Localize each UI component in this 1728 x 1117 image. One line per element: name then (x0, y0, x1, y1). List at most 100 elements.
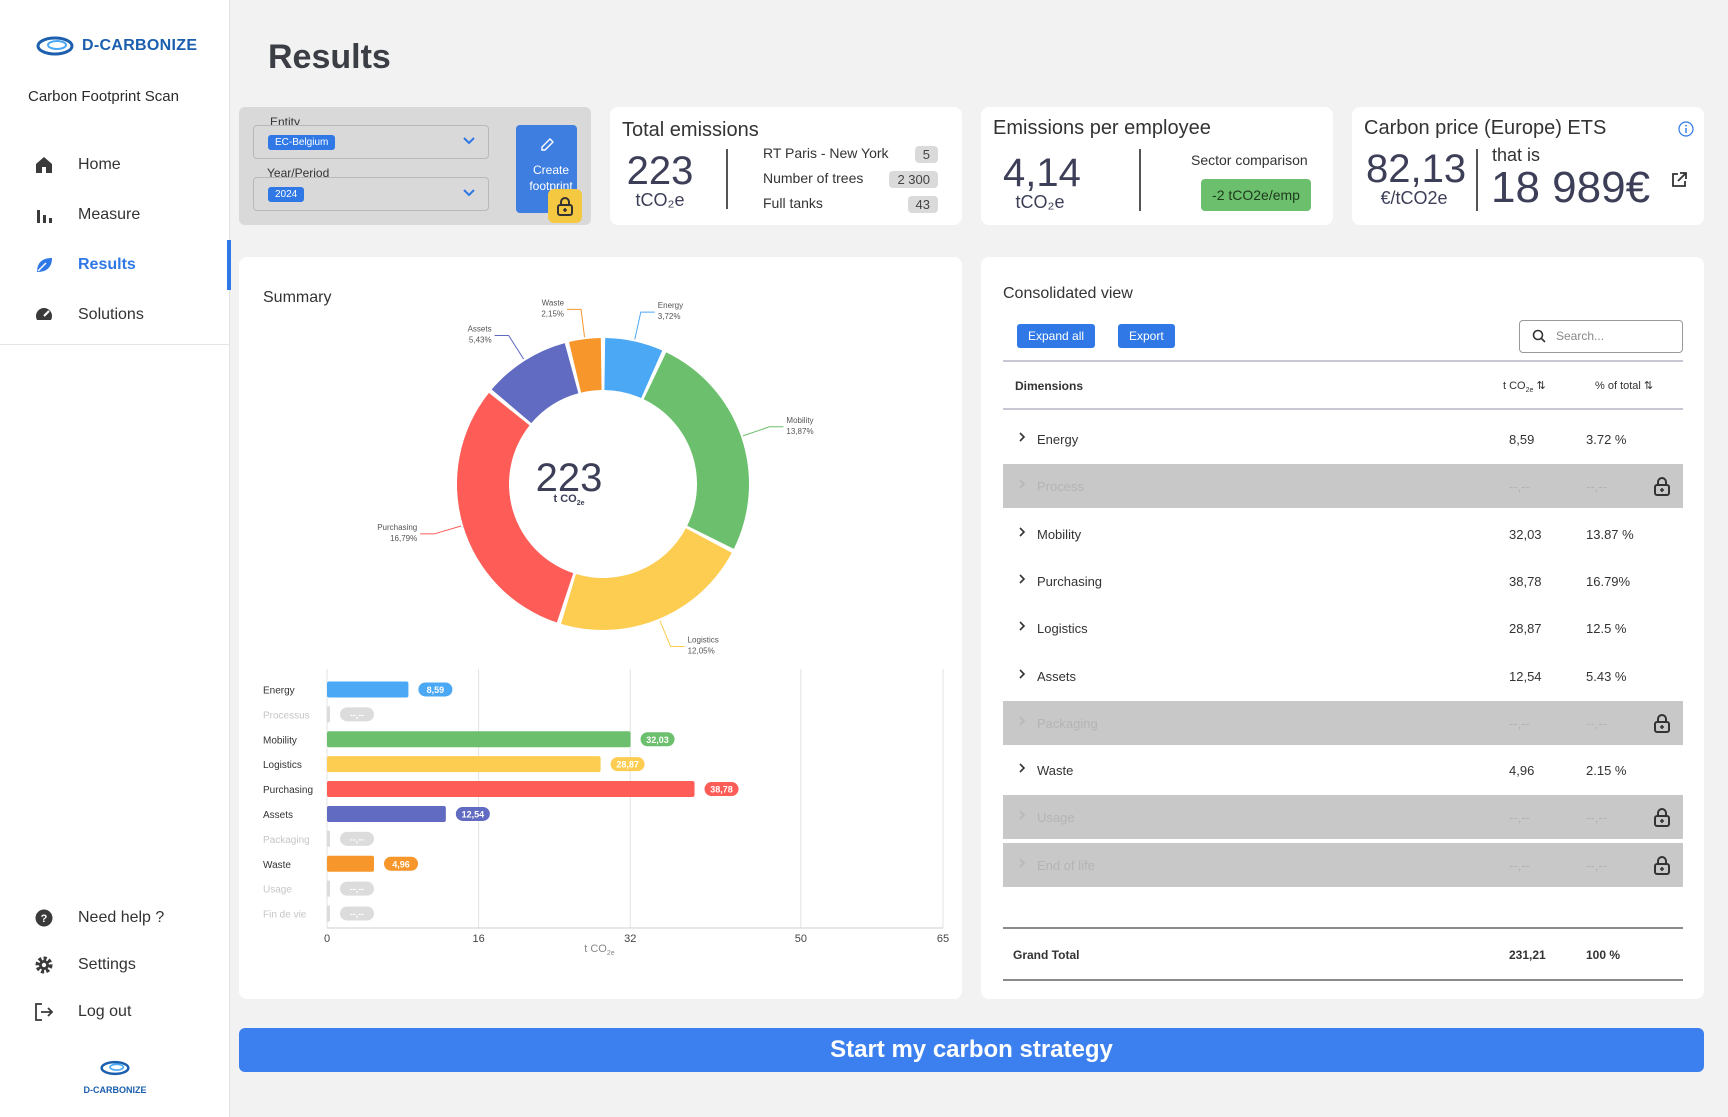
bar-energy[interactable] (327, 681, 409, 698)
table-row[interactable]: Purchasing 38,78 16.79% (1003, 559, 1683, 603)
nav-item-results[interactable]: Results (0, 240, 231, 290)
bar-category-label: Packaging (263, 835, 310, 846)
equivalence-value: 43 (907, 196, 938, 213)
per-employee-card: Emissions per employee 4,14 tCO₂e Sector… (981, 107, 1333, 225)
table-row[interactable]: Assets 12,54 5.43 % (1003, 654, 1683, 698)
nav-item-help[interactable]: ? Need help ? (0, 894, 230, 941)
export-button[interactable]: Export (1118, 324, 1175, 348)
row-pct: --,-- (1586, 810, 1607, 826)
table-header: Dimensions t CO2e ⇅ % of total ⇅ (1003, 360, 1683, 410)
nav-item-settings[interactable]: Settings (0, 941, 230, 988)
slice-percent-label: 5,43% (469, 335, 492, 344)
start-carbon-strategy-button[interactable]: Start my carbon strategy (239, 1028, 1704, 1072)
carbon-price-card: Carbon price (Europe) ETS 82,13 €/tCO2e … (1352, 107, 1704, 225)
info-icon[interactable] (1678, 121, 1694, 137)
x-tick-label: 65 (937, 933, 949, 945)
col-dimensions: Dimensions (1015, 379, 1084, 393)
carbon-price-title: Carbon price (Europe) ETS (1364, 117, 1607, 139)
bar-value-badge (340, 831, 374, 846)
col-pct[interactable]: % of total ⇅ (1595, 380, 1654, 392)
lock-badge (548, 189, 582, 223)
equivalence-label: Full tanks (763, 195, 823, 211)
leader-line (659, 620, 685, 647)
chevron-right-icon (1019, 479, 1026, 489)
bar-value-label: --,-- (350, 834, 365, 844)
brand-logo[interactable]: D-CARBONIZE (36, 34, 197, 58)
expand-all-button[interactable]: Expand all (1017, 324, 1096, 348)
chevron-down-icon (463, 137, 475, 145)
entity-select[interactable]: EC-Belgium (253, 125, 489, 159)
bar-category-label: Waste (263, 860, 291, 871)
logout-icon (34, 1002, 54, 1022)
footer-brand-name: D-CARBONIZE (83, 1085, 147, 1095)
donut-slice-purchasing[interactable] (457, 392, 574, 623)
search-placeholder: Search... (1556, 329, 1605, 343)
search-input[interactable]: Search... (1519, 320, 1683, 353)
equivalence-row: RT Paris - New York 5 (763, 145, 938, 167)
nav-item-logout[interactable]: Log out (0, 988, 230, 1035)
grand-total-row: Grand Total 231,21 100 % (1003, 927, 1683, 981)
chevron-right-icon (1019, 716, 1026, 726)
page-title: Results (268, 38, 391, 76)
lock-icon (1653, 476, 1671, 499)
table-row: End of life --,-- --,-- (1003, 842, 1683, 887)
slice-category-label: Energy (658, 301, 683, 310)
bar-purchasing[interactable] (327, 781, 695, 798)
bar-packaging (327, 830, 330, 847)
nav-item-measure[interactable]: Measure (0, 190, 230, 240)
bar-logistics[interactable] (327, 756, 601, 773)
bar-value-label: --,-- (350, 710, 365, 720)
bar-value-badge (384, 856, 419, 871)
nav-item-solutions[interactable]: Solutions (0, 290, 230, 340)
col-tco2[interactable]: t CO2e ⇅ (1503, 380, 1546, 395)
bar-value-label: 4,96 (392, 859, 410, 869)
leader-line (742, 426, 784, 437)
table-row[interactable]: Logistics 28,87 12.5 % (1003, 606, 1683, 650)
row-dimension: Waste (1037, 763, 1074, 779)
lock-icon (557, 197, 573, 216)
nav-label: Settings (78, 955, 136, 973)
bar-fin de vie (327, 905, 330, 922)
filter-panel: Entity EC-Belgium Year/Period 2024 Creat… (239, 107, 591, 225)
slice-percent-label: 2,15% (541, 309, 564, 318)
chevron-right-icon[interactable] (1017, 573, 1027, 585)
bar-category-label: Fin de vie (263, 910, 307, 921)
divider (1476, 149, 1478, 211)
nav-item-home[interactable]: Home (0, 140, 230, 190)
chevron-right-icon[interactable] (1017, 620, 1027, 632)
row-pct: 3.72 % (1586, 432, 1627, 447)
table-row[interactable]: Energy 8,59 3.72 % (1003, 417, 1683, 461)
row-dimension: Packaging (1037, 715, 1098, 731)
chevron-right-icon[interactable] (1017, 431, 1027, 443)
bar-assets[interactable] (327, 805, 446, 822)
create-footprint-button[interactable]: Create footprint (516, 125, 577, 213)
bar-mobility[interactable] (327, 731, 631, 748)
donut-slice-waste[interactable] (568, 338, 602, 393)
external-link-icon[interactable] (1670, 171, 1688, 189)
bar-usage (327, 880, 330, 897)
slice-category-label: Mobility (786, 416, 813, 425)
donut-slice-mobility[interactable] (643, 352, 749, 549)
chevron-right-icon[interactable] (1017, 668, 1027, 680)
bar-value-label: 8,59 (427, 685, 445, 695)
per-employee-unit: tCO₂e (1015, 192, 1065, 212)
slice-category-label: Assets (468, 324, 492, 333)
bar-value-badge (340, 707, 374, 722)
donut-slice-energy[interactable] (604, 338, 663, 399)
slice-percent-label: 12,05% (688, 646, 715, 655)
period-select[interactable]: 2024 (253, 177, 489, 211)
chevron-right-icon[interactable] (1017, 526, 1027, 538)
that-is-label: that is (1492, 145, 1541, 165)
gauge-icon (34, 305, 54, 325)
table-row[interactable]: Mobility 32,03 13.87 % (1003, 512, 1683, 556)
row-tco2: --,-- (1509, 810, 1530, 826)
table-row[interactable]: Waste 4,96 2.15 % (1003, 748, 1683, 792)
brand-swoosh-icon (100, 1060, 130, 1076)
chevron-right-icon[interactable] (1017, 762, 1027, 774)
donut-slice-assets[interactable] (491, 343, 579, 424)
bar-waste[interactable] (327, 855, 375, 872)
gear-icon (34, 955, 54, 975)
slice-category-label: Waste (542, 298, 565, 307)
donut-slice-logistics[interactable] (561, 528, 732, 630)
sidebar: D-CARBONIZE Carbon Footprint Scan Home M… (0, 0, 231, 1117)
